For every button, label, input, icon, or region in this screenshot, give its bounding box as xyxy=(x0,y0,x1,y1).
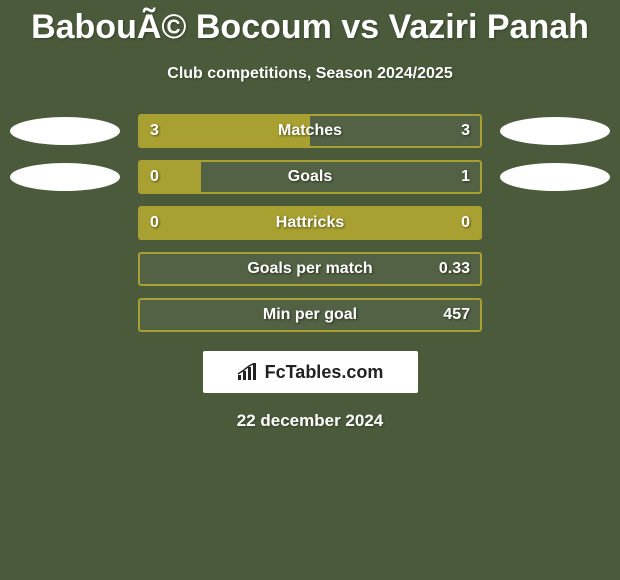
stat-label: Hattricks xyxy=(276,214,344,232)
stat-label: Matches xyxy=(278,122,342,140)
bar-min-per-goal: Min per goal 457 xyxy=(138,298,482,332)
stat-right-value: 3 xyxy=(461,122,470,140)
bar-matches: 3 Matches 3 xyxy=(138,114,482,148)
stat-label: Goals xyxy=(288,168,332,186)
stat-left-value: 0 xyxy=(150,214,159,232)
stat-row-min-per-goal: Min per goal 457 xyxy=(10,297,610,333)
stat-row-hattricks: 0 Hattricks 0 xyxy=(10,205,610,241)
stat-row-matches: 3 Matches 3 xyxy=(10,113,610,149)
stat-label: Goals per match xyxy=(247,260,372,278)
bar-hattricks: 0 Hattricks 0 xyxy=(138,206,482,240)
stat-left-value: 0 xyxy=(150,168,159,186)
bar-goals-per-match: Goals per match 0.33 xyxy=(138,252,482,286)
stat-right-value: 0 xyxy=(461,214,470,232)
stat-right-value: 0.33 xyxy=(439,260,470,278)
right-ellipse xyxy=(500,163,610,191)
left-ellipse xyxy=(10,117,120,145)
stat-label: Min per goal xyxy=(263,306,357,324)
stat-right-value: 457 xyxy=(443,306,470,324)
right-ellipse xyxy=(500,117,610,145)
bar-goals: 0 Goals 1 xyxy=(138,160,482,194)
chart-icon xyxy=(237,363,259,381)
logo-text: FcTables.com xyxy=(237,362,384,383)
date-text: 22 december 2024 xyxy=(0,411,620,431)
left-ellipse xyxy=(10,163,120,191)
logo-box[interactable]: FcTables.com xyxy=(203,351,418,393)
stat-left-value: 3 xyxy=(150,122,159,140)
stat-row-goals: 0 Goals 1 xyxy=(10,159,610,195)
stats-container: 3 Matches 3 0 Goals 1 0 Hattricks 0 G xyxy=(0,113,620,333)
stat-right-value: 1 xyxy=(461,168,470,186)
page-subtitle: Club competitions, Season 2024/2025 xyxy=(0,65,620,83)
page-title: BabouÃ© Bocoum vs Vaziri Panah xyxy=(0,0,620,47)
logo-label: FcTables.com xyxy=(265,362,384,383)
stat-row-goals-per-match: Goals per match 0.33 xyxy=(10,251,610,287)
